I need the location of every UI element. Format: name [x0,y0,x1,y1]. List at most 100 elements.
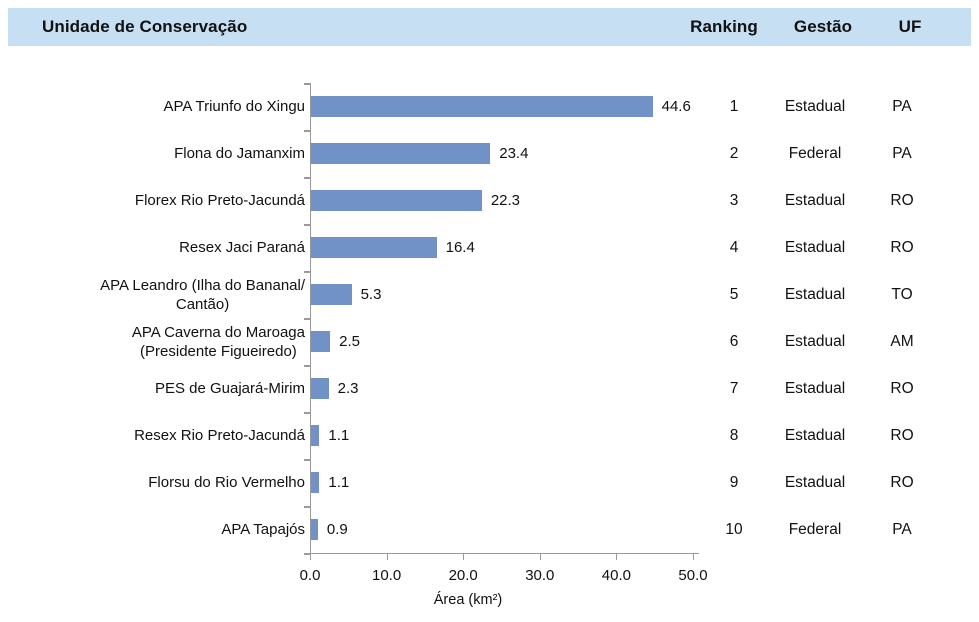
y-axis-tick [304,365,310,367]
category-label: Resex Jaci Paraná [20,224,305,271]
y-axis-tick [304,224,310,226]
bar-value-label: 1.1 [328,474,350,491]
gestao-cell: Federal [788,144,842,162]
category-label-text: APA Caverna do Maroaga (Presidente Figue… [131,323,305,360]
x-axis-tick [463,554,465,560]
ranking-cell: 6 [729,332,739,350]
x-tick-label: 10.0 [371,567,402,584]
uf-cell: PA [892,520,912,538]
ranking-cell: 8 [729,426,739,444]
category-label: PES de Guajará-Mirim [20,365,305,412]
ranking-cell: 2 [729,144,739,162]
table-header: Unidade de Conservação Ranking Gestão UF [8,8,971,46]
ranking-cell: 1 [729,97,739,115]
bar-value-label: 0.9 [326,521,348,538]
bar-value-label: 1.1 [328,427,350,444]
bar-value-label: 2.5 [339,333,360,350]
y-axis-line [310,83,311,554]
ranking-cell: 4 [729,238,739,256]
bar [311,425,320,446]
gestao-cell: Estadual [784,426,846,444]
category-label: APA Triunfo do Xingu [20,83,305,130]
ranking-cell: 7 [729,379,739,397]
gestao-cell: Estadual [784,97,846,115]
y-axis-tick [304,177,310,179]
bar [311,284,352,305]
x-axis-tick [310,554,311,560]
uf-cell: RO [890,379,914,397]
uf-cell: RO [890,473,914,491]
uf-column-header: UF [898,17,922,36]
bar [311,96,653,117]
x-tick-label: 50.0 [678,567,708,584]
bar [311,331,331,352]
ranking-cell: 5 [729,285,739,303]
x-axis-tick [386,554,388,560]
uf-cell: PA [892,97,912,115]
gestao-cell: Estadual [784,332,846,350]
y-axis-tick [304,553,310,555]
bar-value-label: 5.3 [360,286,382,303]
ranking-cell: 3 [729,191,739,209]
category-label: APA Caverna do Maroaga (Presidente Figue… [20,318,305,365]
y-axis-tick [304,271,310,273]
category-label: APA Tapajós [20,506,305,553]
category-label-text: Flona do Jamanxim [174,145,305,162]
uf-cell: RO [890,238,914,256]
x-axis-tick [539,554,541,560]
uf-cell: AM [890,332,914,350]
ranking-cell: 10 [725,520,743,538]
bar [311,519,318,540]
category-label-text: APA Tapajós [221,521,305,538]
category-label-text: PES de Guajará-Mirim [154,380,305,397]
x-axis-title: Área (km²) [433,592,503,608]
gestao-column-header: Gestão [793,17,853,36]
x-axis-line [305,553,699,554]
gestao-cell: Estadual [784,238,846,256]
bar-value-label: 16.4 [445,239,475,256]
gestao-cell: Estadual [784,379,846,397]
bar-value-label: 2.3 [337,380,359,397]
bar [311,190,482,211]
gestao-cell: Estadual [784,285,846,303]
gestao-cell: Federal [788,520,842,538]
category-label-text: APA Leandro (Ilha do Bananal/ Cantão) [100,276,305,313]
category-label-text: APA Triunfo do Xingu [163,98,305,115]
x-axis-tick [616,554,618,560]
uf-cell: PA [892,144,912,162]
uf-cell: RO [890,191,914,209]
bar [311,143,491,164]
bar-value-label: 23.4 [499,145,529,162]
unit-column-header: Unidade de Conservação [42,17,248,36]
ranking-cell: 9 [729,473,739,491]
bar-value-label: 22.3 [490,192,521,209]
category-label: Florex Rio Preto-Jacundá [20,177,305,224]
y-axis-tick [304,130,310,132]
y-axis-tick [304,506,310,508]
x-tick-label: 20.0 [448,567,478,584]
bar [311,237,437,258]
category-label: Resex Rio Preto-Jacundá [20,412,305,459]
category-label-text: Florex Rio Preto-Jacundá [134,192,305,209]
gestao-cell: Estadual [784,473,846,491]
category-label: APA Leandro (Ilha do Bananal/ Cantão) [20,271,305,318]
category-label: Florsu do Rio Vermelho [20,459,305,506]
category-label-text: Resex Rio Preto-Jacundá [134,427,305,444]
x-tick-label: 0.0 [299,567,321,584]
category-label-text: Resex Jaci Paraná [179,239,305,256]
category-label-text: Florsu do Rio Vermelho [148,474,305,491]
bar-value-label: 44.6 [661,98,691,115]
y-axis-tick [304,318,310,320]
bar [311,378,329,399]
x-tick-label: 40.0 [601,567,631,584]
x-axis-tick [693,554,694,560]
category-label: Flona do Jamanxim [20,130,305,177]
y-axis-tick [304,459,310,461]
ranking-column-header: Ranking [690,17,758,36]
y-axis-tick [304,412,310,414]
y-axis-tick [304,83,310,85]
uf-cell: TO [891,285,913,303]
gestao-cell: Estadual [784,191,846,209]
